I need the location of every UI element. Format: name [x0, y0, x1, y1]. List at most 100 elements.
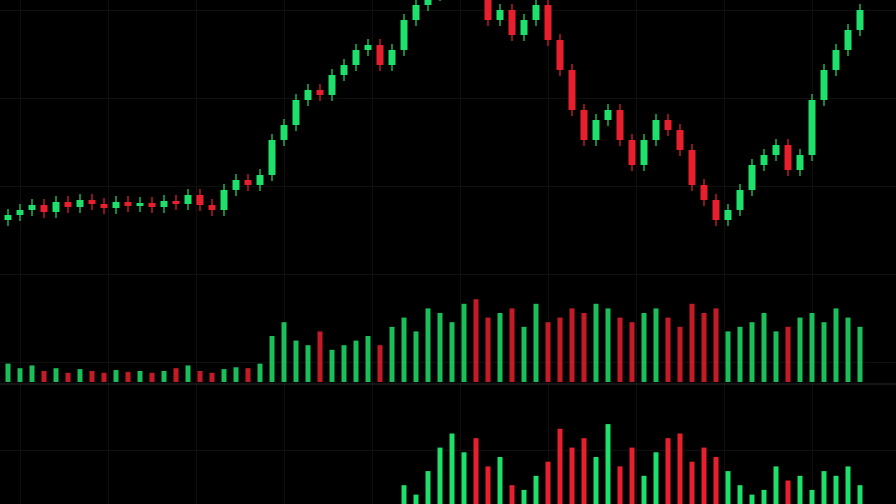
volume-bar [533, 303, 539, 382]
candle-body [208, 205, 216, 210]
volume-bar [473, 299, 479, 382]
macd-bar [689, 461, 695, 504]
volume-bar [65, 372, 71, 382]
candle-body [304, 90, 312, 100]
volume-bar [425, 308, 431, 382]
macd-bar [857, 485, 863, 504]
volume-bar [581, 313, 587, 382]
volume-bar [305, 345, 311, 382]
candle-body [64, 202, 72, 207]
candle-body [4, 215, 12, 220]
volume-bar [689, 303, 695, 382]
macd-bar [497, 457, 503, 504]
candle-body [220, 190, 228, 210]
macd-bar [677, 433, 683, 504]
candle-body [616, 110, 624, 140]
candle-body [376, 45, 384, 65]
candle-body [688, 150, 696, 185]
candle-body [628, 140, 636, 165]
volume-bar [773, 331, 779, 382]
volume-bar [377, 345, 383, 382]
macd-bar [665, 438, 671, 504]
volume-bar [437, 313, 443, 382]
macd-bar [521, 489, 527, 504]
candle-body [196, 195, 204, 205]
candle-body [280, 125, 288, 140]
macd-bar [845, 466, 851, 504]
candle-body [328, 75, 336, 95]
candle-body [100, 204, 108, 208]
candle-body [508, 10, 516, 35]
candle-body [40, 205, 48, 212]
volume-bar [221, 369, 227, 382]
macd-bar [569, 447, 575, 504]
volume-bar [545, 322, 551, 382]
volume-bar [365, 336, 371, 382]
macd-bar [425, 471, 431, 504]
volume-bar [113, 370, 119, 382]
candle-body [808, 100, 816, 155]
volume-bar [353, 340, 359, 382]
candle-body [796, 155, 804, 170]
volume-bar [89, 370, 95, 382]
volume-bar [833, 308, 839, 382]
volume-bar [665, 317, 671, 382]
candle-body [88, 200, 96, 204]
candle-body [256, 175, 264, 185]
volume-bar [701, 313, 707, 382]
macd-bar [401, 485, 407, 504]
macd-bar [653, 452, 659, 504]
candle-body [640, 140, 648, 165]
candle-body [760, 155, 768, 165]
volume-bar [5, 363, 11, 382]
macd-bar [533, 475, 539, 504]
volume-bar [797, 317, 803, 382]
volume-bar [809, 313, 815, 382]
candle-body [352, 50, 360, 65]
volume-bar [197, 370, 203, 382]
volume-bar [137, 370, 143, 382]
volume-bar [413, 331, 419, 382]
candle-body [292, 100, 300, 125]
macd-bar [509, 485, 515, 504]
macd-bar [641, 475, 647, 504]
volume-bar [509, 308, 515, 382]
volume-bar [557, 317, 563, 382]
candle-body [16, 210, 24, 215]
volume-bar [725, 331, 731, 382]
volume-bar [281, 322, 287, 382]
volume-bar [293, 340, 299, 382]
macd-bar [773, 466, 779, 504]
volume-bar [29, 365, 35, 382]
candle-body [772, 145, 780, 155]
volume-bar [161, 370, 167, 382]
volume-bar [677, 326, 683, 382]
volume-bar [461, 303, 467, 382]
candle-body [856, 10, 864, 30]
candle-body [172, 201, 180, 204]
candle-body [316, 90, 324, 95]
macd-bar [473, 438, 479, 504]
volume-bar [857, 326, 863, 382]
macd-bar [809, 489, 815, 504]
volume-bar [401, 317, 407, 382]
candle-body [700, 185, 708, 200]
candle-body [268, 140, 276, 175]
volume-bar [845, 317, 851, 382]
candle-body [580, 110, 588, 140]
candle-body [28, 205, 36, 210]
macd-bar [413, 494, 419, 504]
candle-body [676, 130, 684, 150]
candle-body [52, 202, 60, 212]
macd-bar [749, 494, 755, 504]
candle-body [112, 202, 120, 208]
candle-body [832, 50, 840, 70]
candle-body [400, 20, 408, 50]
volume-bar [821, 322, 827, 382]
macd-bar [761, 489, 767, 504]
volume-bar [245, 368, 251, 382]
volume-bar [653, 308, 659, 382]
candle-body [724, 210, 732, 220]
volume-bar [149, 372, 155, 382]
